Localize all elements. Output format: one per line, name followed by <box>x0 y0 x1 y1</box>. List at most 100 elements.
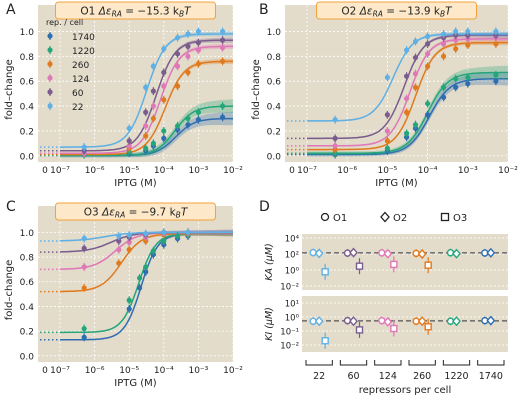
data-point <box>161 69 167 76</box>
data-point <box>126 143 132 149</box>
marker-O1 <box>446 249 455 257</box>
data-point <box>453 84 459 90</box>
y-tick-label: 10⁴ <box>285 235 300 245</box>
data-point <box>143 264 149 270</box>
data-point <box>425 41 431 47</box>
data-point <box>195 109 201 115</box>
data-point <box>332 135 338 141</box>
data-point <box>185 229 191 235</box>
y-tick-label: 0.8 <box>20 254 35 264</box>
x-tick-label: 0 <box>42 166 48 176</box>
marker-O2 <box>452 316 461 327</box>
data-point <box>412 38 419 44</box>
data-point <box>174 35 181 41</box>
data-point <box>403 73 410 79</box>
data-point <box>453 28 459 35</box>
data-point <box>126 232 132 238</box>
data-point <box>174 123 181 129</box>
marker-O3 <box>424 323 432 331</box>
data-point <box>219 28 226 35</box>
data-point <box>126 125 132 132</box>
data-point <box>161 128 167 134</box>
legend-marker-diamond <box>380 211 390 223</box>
data-point <box>81 285 87 291</box>
confidence-band-1740 <box>307 71 508 157</box>
marker-O2 <box>417 316 427 327</box>
data-point <box>185 31 191 37</box>
x-tick-label: 10⁻⁵ <box>119 166 139 176</box>
y-tick-label: 0.4 <box>267 103 282 113</box>
data-point <box>384 128 390 134</box>
data-point <box>384 112 390 118</box>
marker-O3 <box>390 260 398 269</box>
y-tick-label: 0.0 <box>20 152 35 162</box>
category-label-1220: 1220 <box>444 371 468 382</box>
marker-O2 <box>314 316 324 327</box>
y-tick-label: 0.2 <box>20 127 34 137</box>
legend-marker <box>47 75 53 81</box>
data-point <box>143 133 149 139</box>
marker-O1 <box>309 248 317 257</box>
legend-marker <box>47 103 53 109</box>
data-point <box>332 143 338 149</box>
panel-letter-C: C <box>6 199 16 215</box>
y-tick-label: 0.2 <box>267 127 281 137</box>
x-axis-label: IPTG (M) <box>114 178 157 189</box>
y-tick-label: 1.0 <box>20 229 35 239</box>
data-point <box>161 83 167 89</box>
data-point <box>143 109 149 115</box>
x-axis-label: IPTG (M) <box>375 178 418 189</box>
data-point <box>161 97 167 103</box>
data-point <box>412 122 419 128</box>
legend-label-O3: O3 <box>453 213 467 224</box>
fit-curve-260 <box>307 41 508 151</box>
data-point <box>440 31 447 37</box>
x-tick-label: 10⁻⁵ <box>119 366 139 376</box>
data-point <box>219 114 226 120</box>
legend-label-60: 60 <box>72 89 84 99</box>
data-point <box>126 239 132 245</box>
legend-title: rep. / cell <box>46 18 83 27</box>
panel-title-box <box>316 1 477 20</box>
x-tick-label: 10⁻⁷ <box>50 366 70 376</box>
marker-O2 <box>452 248 461 259</box>
y-tick-label: 0.0 <box>267 152 282 162</box>
y-tick-label: 10² <box>285 251 299 261</box>
marker-O2 <box>417 248 427 260</box>
data-point <box>465 42 471 48</box>
marker-O2 <box>349 247 358 258</box>
data-point <box>143 269 149 275</box>
fit-curve-260 <box>60 60 234 156</box>
y-tick-label: 0.6 <box>267 78 282 88</box>
data-point <box>143 145 149 151</box>
x-tick-label: 10⁻⁶ <box>337 166 357 176</box>
data-point <box>384 74 390 81</box>
confidence-band-1220 <box>307 65 508 156</box>
marker-O3 <box>390 324 398 333</box>
category-label-60: 60 <box>347 371 359 382</box>
data-point <box>150 140 156 146</box>
x-tick-label: 10⁻⁴ <box>154 366 174 376</box>
fit-curve-60 <box>60 39 233 152</box>
x-tick-label: 0 <box>42 366 48 376</box>
data-point <box>219 58 226 64</box>
legend-marker <box>47 33 53 39</box>
data-point <box>161 135 167 141</box>
data-point <box>440 53 447 59</box>
x-tick-label: 10⁻³ <box>188 366 208 376</box>
data-point <box>174 63 181 69</box>
panel-letter-A: A <box>6 2 16 18</box>
marker-O2 <box>383 316 393 327</box>
data-point <box>493 28 499 35</box>
data-point <box>126 306 132 312</box>
plot-area-bottom <box>302 296 508 352</box>
y-tick-label: 0.6 <box>20 278 35 288</box>
data-point <box>425 63 431 69</box>
data-point <box>137 285 143 291</box>
y-tick-label: 10¹ <box>285 300 299 310</box>
category-label-260: 260 <box>413 371 431 382</box>
data-point <box>185 69 191 76</box>
data-point <box>81 264 87 270</box>
data-point <box>126 138 132 144</box>
